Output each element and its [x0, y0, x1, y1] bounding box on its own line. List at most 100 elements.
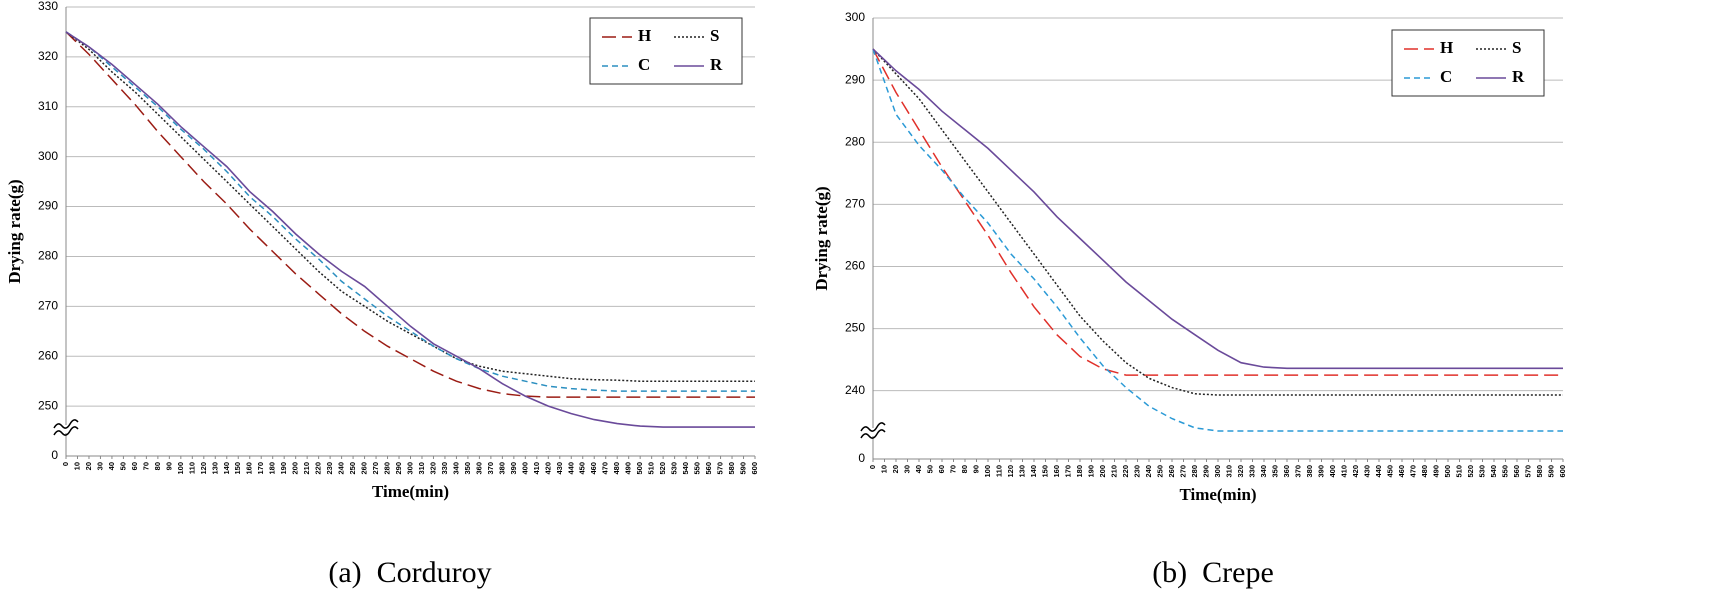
y-tick-label: 270: [38, 299, 58, 313]
x-tick-label: 440: [566, 462, 575, 475]
x-tick-label: 10: [879, 465, 888, 473]
x-tick-label: 420: [543, 462, 552, 475]
x-tick-label: 580: [1535, 465, 1544, 478]
y-tick-label: 250: [845, 321, 865, 335]
x-tick-label: 380: [1305, 465, 1314, 478]
x-tick-label: 320: [1236, 465, 1245, 478]
x-tick-label: 130: [1017, 465, 1026, 478]
x-tick-label: 500: [1443, 465, 1452, 478]
x-tick-label: 500: [635, 462, 644, 475]
x-tick-label: 570: [716, 462, 725, 475]
x-tick-label: 420: [1351, 465, 1360, 478]
x-tick-label: 200: [291, 462, 300, 475]
legend-box: [1391, 29, 1545, 97]
x-tick-label: 260: [1167, 465, 1176, 478]
x-tick-label: 410: [1339, 465, 1348, 478]
axis-break: [860, 422, 886, 439]
x-tick-label: 410: [532, 462, 541, 475]
x-tick-label: 220: [314, 462, 323, 475]
x-tick-label: 140: [222, 462, 231, 475]
x-tick-label: 120: [1006, 465, 1015, 478]
x-tick-label: 300: [405, 462, 414, 475]
x-tick-label: 590: [1546, 465, 1555, 478]
legend-label: S: [1512, 38, 1521, 57]
y-tick-label: 320: [38, 49, 58, 63]
x-tick-label: 350: [1270, 465, 1279, 478]
x-tick-label: 90: [164, 462, 173, 470]
x-tick-label: 340: [1259, 465, 1268, 478]
x-tick-label: 360: [1282, 465, 1291, 478]
x-tick-label: 430: [1362, 465, 1371, 478]
series-line: [65, 31, 755, 398]
x-axis-label: Time(min): [1179, 485, 1256, 504]
x-tick-label: 230: [325, 462, 334, 475]
x-tick-label: 450: [1385, 465, 1394, 478]
x-tick-label: 150: [1040, 465, 1049, 478]
x-tick-label: 600: [1558, 465, 1567, 478]
caption: (a) Corduroy: [328, 556, 491, 589]
x-tick-label: 190: [1086, 465, 1095, 478]
series-line: [872, 48, 1563, 370]
x-tick-label: 270: [371, 462, 380, 475]
x-tick-label: 170: [1063, 465, 1072, 478]
legend-label: R: [1512, 67, 1525, 86]
x-tick-label: 390: [1316, 465, 1325, 478]
x-tick-label: 290: [394, 462, 403, 475]
x-tick-label: 590: [739, 462, 748, 475]
x-tick-label: 530: [1477, 465, 1486, 478]
x-tick-label: 510: [647, 462, 656, 475]
x-tick-label: 340: [451, 462, 460, 475]
x-tick-label: 560: [704, 462, 713, 475]
y-tick-label: 310: [38, 99, 58, 113]
x-tick-label: 30: [902, 465, 911, 473]
x-tick-label: 230: [1132, 465, 1141, 478]
x-tick-label: 250: [1155, 465, 1164, 478]
x-tick-label: 90: [971, 465, 980, 473]
x-tick-label: 210: [302, 462, 311, 475]
x-tick-label: 400: [520, 462, 529, 475]
legend-label: C: [1440, 67, 1452, 86]
x-tick-label: 510: [1454, 465, 1463, 478]
x-tick-label: 350: [463, 462, 472, 475]
series-line: [65, 31, 755, 428]
axis-break-gap: [863, 428, 883, 436]
x-tick-label: 540: [681, 462, 690, 475]
y-axis-label: Drying rate(g): [5, 179, 24, 283]
x-tick-label: 360: [474, 462, 483, 475]
y-tick-label: 240: [845, 383, 865, 397]
x-tick-label: 560: [1512, 465, 1521, 478]
x-tick-label: 40: [107, 462, 116, 470]
x-tick-label: 430: [555, 462, 564, 475]
y-tick-label: 260: [38, 348, 58, 362]
y-tick-label: 330: [38, 0, 58, 13]
x-tick-label: 0: [61, 462, 70, 466]
x-tick-label: 440: [1374, 465, 1383, 478]
x-tick-label: 460: [1397, 465, 1406, 478]
x-tick-label: 10: [72, 462, 81, 470]
legend-label: R: [710, 55, 723, 74]
x-tick-label: 50: [925, 465, 934, 473]
x-tick-label: 100: [983, 465, 992, 478]
x-tick-label: 600: [750, 462, 759, 475]
caption: (b) Crepe: [1152, 556, 1274, 589]
x-tick-label: 180: [268, 462, 277, 475]
x-tick-label: 320: [428, 462, 437, 475]
x-tick-label: 310: [417, 462, 426, 475]
x-tick-label: 70: [948, 465, 957, 473]
x-tick-label: 480: [1420, 465, 1429, 478]
x-tick-label: 520: [658, 462, 667, 475]
axis-break: [53, 419, 79, 436]
x-tick-label: 190: [279, 462, 288, 475]
y-tick-label: 280: [38, 249, 58, 263]
x-tick-label: 170: [256, 462, 265, 475]
x-tick-label: 150: [233, 462, 242, 475]
series-line: [65, 31, 755, 382]
x-tick-label: 240: [1144, 465, 1153, 478]
y-tick-label: 0: [51, 448, 58, 462]
x-tick-label: 60: [130, 462, 139, 470]
x-tick-label: 470: [601, 462, 610, 475]
x-tick-label: 300: [1213, 465, 1222, 478]
x-tick-label: 160: [1052, 465, 1061, 478]
y-tick-label: 0: [858, 451, 865, 465]
